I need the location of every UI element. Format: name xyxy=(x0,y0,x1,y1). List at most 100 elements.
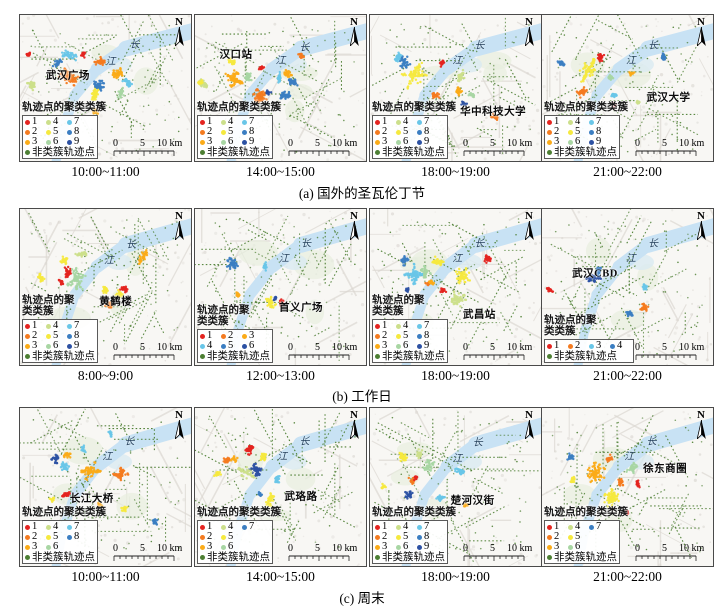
cluster-dot-icon xyxy=(25,333,30,339)
cluster-dot-icon xyxy=(568,129,573,135)
cluster-number: 3 xyxy=(32,340,38,351)
place-label: 汉口站 xyxy=(219,49,253,61)
north-needle-icon xyxy=(174,27,184,46)
cluster-number: 8 xyxy=(424,531,430,542)
cluster-dot-icon xyxy=(46,333,51,339)
north-label: N xyxy=(350,409,358,421)
legend-entry: 4 xyxy=(568,521,589,532)
legend-entry: 4 xyxy=(568,116,589,127)
noncluster-dot-icon xyxy=(25,354,30,359)
map-legend: 轨迹点的聚类类簇 1 4 7 2 5 8 3 6 9 非类簇轨迹点 xyxy=(197,102,281,159)
river-label-chang: 长 xyxy=(301,238,312,250)
scale-label-5: 5 xyxy=(315,543,320,554)
cluster-dot-icon xyxy=(46,534,51,540)
legend-entries: 1 4 7 2 5 8 3 6 9 xyxy=(200,116,270,147)
legend-entry: 1 xyxy=(547,521,568,532)
scale-label-5: 5 xyxy=(140,543,145,554)
scale-bar: 0 5 10 km xyxy=(635,138,709,158)
cluster-number: 3 xyxy=(554,541,560,552)
cluster-number: 7 xyxy=(596,521,602,532)
scale-labels: 0 5 10 km xyxy=(635,342,709,354)
north-arrow: N xyxy=(347,410,361,439)
map-panel: 长 江 武汉CBD N 轨迹点的聚 类类簇 1 2 3 4 非类簇轨迹点 0 5 xyxy=(541,208,714,366)
time-label: 21:00~22:00 xyxy=(593,164,662,179)
legend-row: 1 4 7 xyxy=(547,521,617,532)
noncluster-label: 非类簇轨迹点 xyxy=(207,350,270,362)
cluster-number: 4 xyxy=(403,320,409,331)
legend-entries: 1 2 3 4 5 6 xyxy=(200,330,270,351)
north-needle-icon xyxy=(174,221,184,240)
legend-entry: 3 xyxy=(25,541,46,552)
cluster-number: 9 xyxy=(74,340,80,351)
cluster-number: 7 xyxy=(74,521,80,532)
scale-bar: 0 5 10 km xyxy=(288,138,362,158)
scale-rule-icon xyxy=(288,555,350,561)
river-label-chang: 长 xyxy=(299,42,310,54)
scale-label-0: 0 xyxy=(113,543,118,554)
scale-label-0: 0 xyxy=(463,138,468,149)
cluster-dot-icon xyxy=(396,139,401,145)
legend-entry: 3 xyxy=(375,136,396,147)
cluster-number: 2 xyxy=(32,330,38,341)
legend-entry: 7 xyxy=(242,521,263,532)
place-label: 武汉大学 xyxy=(646,92,691,104)
cluster-number: 8 xyxy=(74,330,80,341)
cluster-dot-icon xyxy=(417,119,422,125)
north-label: N xyxy=(525,16,533,28)
map-canvas xyxy=(195,408,366,566)
cluster-dot-icon xyxy=(221,524,226,530)
cluster-number: 5 xyxy=(228,531,234,542)
legend-entry: 2 xyxy=(375,126,396,137)
legend-entries: 1 4 7 2 5 8 3 6 9 xyxy=(375,521,445,552)
legend-noncluster-row: 非类簇轨迹点 xyxy=(547,147,617,158)
cluster-dot-icon xyxy=(396,524,401,530)
legend-row: 2 5 8 xyxy=(375,531,445,542)
scale-rule-icon xyxy=(463,150,525,156)
north-label: N xyxy=(350,16,358,28)
river-label-jiang: 江 xyxy=(452,453,463,465)
north-arrow: N xyxy=(694,211,708,240)
legend-entry: 5 xyxy=(396,330,417,341)
cluster-dot-icon xyxy=(568,524,573,530)
noncluster-label: 非类簇轨迹点 xyxy=(207,551,270,563)
scale-labels: 0 5 10 km xyxy=(288,342,362,354)
cluster-dot-icon xyxy=(67,343,72,349)
legend-entry: 1 xyxy=(25,116,46,127)
map-panel: 长 江 华中科技大学 N 轨迹点的聚类类簇 1 4 7 2 5 8 3 6 9 非类簇轨迹点 0 xyxy=(369,14,542,162)
north-needle-icon xyxy=(349,420,359,439)
cluster-number: 3 xyxy=(382,136,388,147)
cluster-dot-icon xyxy=(221,343,226,349)
legend-entry: 8 xyxy=(242,126,263,137)
river-label-jiang: 江 xyxy=(105,56,116,68)
legend-entry: 4 xyxy=(200,340,221,351)
legend-entry: 1 xyxy=(25,521,46,532)
place-label: 长江大桥 xyxy=(69,493,114,505)
river-label-jiang: 江 xyxy=(625,55,636,67)
cluster-dot-icon xyxy=(67,139,72,145)
legend-entry: 7 xyxy=(589,521,610,532)
legend-entry: 7 xyxy=(417,320,438,331)
scale-label-0: 0 xyxy=(113,138,118,149)
north-needle-icon xyxy=(696,420,706,439)
cluster-dot-icon xyxy=(417,129,422,135)
scale-bar: 0 5 10 km xyxy=(288,543,362,563)
north-needle-icon xyxy=(524,420,534,439)
legend-title-line: 类类簇 xyxy=(372,306,404,318)
legend-box: 1 4 7 2 5 8 3 6 9 非类簇轨迹点 xyxy=(197,115,273,159)
legend-noncluster-row: 非类簇轨迹点 xyxy=(547,351,631,362)
north-label: N xyxy=(525,409,533,421)
legend-row: 3 6 9 xyxy=(200,136,270,147)
cluster-dot-icon xyxy=(221,544,226,550)
scale-label-10km: 10 km xyxy=(507,543,533,554)
north-arrow: N xyxy=(522,17,536,46)
legend-entry: 1 xyxy=(547,340,568,351)
cluster-dot-icon xyxy=(200,119,205,125)
scale-label-5: 5 xyxy=(315,138,320,149)
noncluster-dot-icon xyxy=(25,555,30,560)
cluster-number: 1 xyxy=(554,340,560,351)
north-needle-icon xyxy=(524,221,534,240)
